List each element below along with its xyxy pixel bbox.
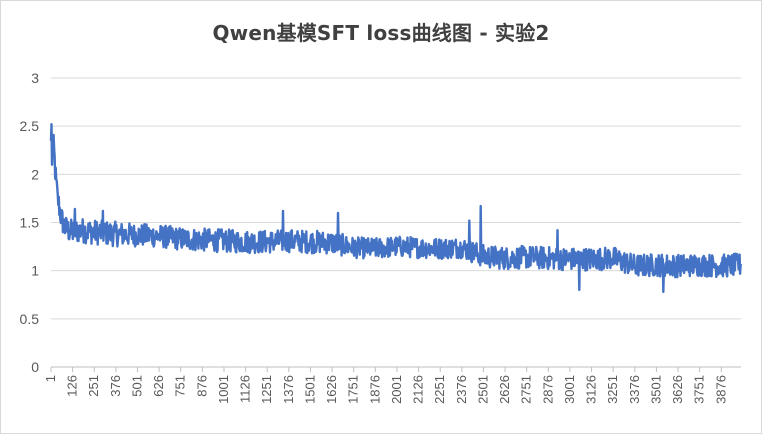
x-tick-label: 2501 [475, 375, 490, 404]
x-tick-label: 3251 [605, 375, 620, 404]
y-tick-label: 1.5 [20, 215, 40, 231]
x-tick-label: 376 [108, 375, 123, 397]
x-tick-label: 1376 [281, 375, 296, 404]
x-tick-label: 126 [65, 375, 80, 397]
x-tick-label: 251 [86, 375, 101, 397]
x-tick-label: 1501 [302, 375, 317, 404]
x-tick-label: 501 [129, 375, 144, 397]
x-tick-label: 3751 [692, 375, 707, 404]
y-tick-label: 1 [31, 263, 39, 279]
x-tick-label: 2626 [497, 375, 512, 404]
y-tick-label: 0 [31, 359, 39, 375]
x-tick-label: 2376 [454, 375, 469, 404]
x-tick-label: 751 [173, 375, 188, 397]
x-tick-label: 626 [151, 375, 166, 397]
x-tick-label: 1126 [238, 375, 253, 403]
y-tick-label: 3 [31, 70, 39, 86]
x-tick-label: 1751 [346, 375, 361, 404]
loss-series-line [49, 122, 742, 294]
x-tick-label: 3126 [584, 375, 599, 404]
y-tick-label: 2.5 [20, 118, 40, 134]
x-tick-label: 1251 [259, 375, 274, 404]
x-tick-label: 1626 [324, 375, 339, 404]
x-tick-label: 2751 [519, 375, 534, 404]
x-tick-label: 2001 [389, 375, 404, 404]
chart-title: Qwen基模SFT loss曲线图 - 实验2 [212, 21, 550, 45]
x-tick-label: 3501 [648, 375, 663, 404]
x-tick-label: 2251 [432, 375, 447, 404]
x-tick-label: 1 [43, 375, 58, 382]
x-tick-label: 3376 [627, 375, 642, 404]
x-tick-label: 3626 [670, 375, 685, 404]
y-tick-label: 0.5 [20, 311, 40, 327]
x-tick-label: 876 [194, 375, 209, 397]
x-tick-label: 2126 [411, 375, 426, 404]
x-tick-label: 2876 [540, 375, 555, 404]
x-tick-label: 1876 [367, 375, 382, 404]
x-tick-label: 3001 [562, 375, 577, 404]
y-tick-label: 2 [31, 166, 39, 182]
x-tick-label: 1001 [216, 375, 231, 404]
x-tick-label: 3876 [713, 375, 728, 404]
